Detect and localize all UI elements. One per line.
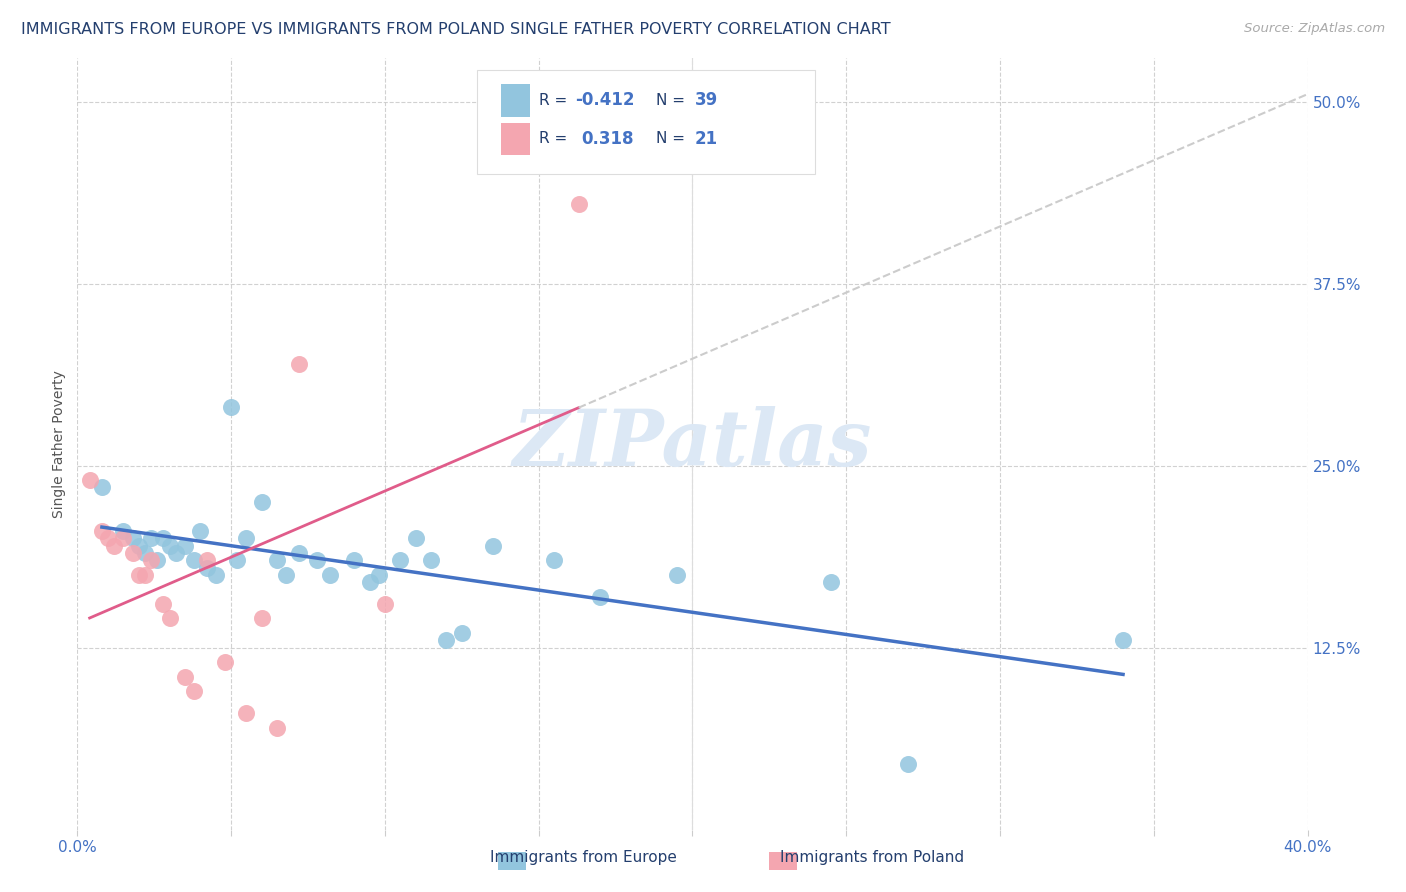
Text: 0.318: 0.318 bbox=[582, 130, 634, 148]
Text: Source: ZipAtlas.com: Source: ZipAtlas.com bbox=[1244, 22, 1385, 36]
Point bbox=[146, 553, 169, 567]
Point bbox=[195, 560, 218, 574]
Point bbox=[152, 597, 174, 611]
Text: ZIPatlas: ZIPatlas bbox=[513, 406, 872, 482]
Point bbox=[174, 539, 197, 553]
Point bbox=[481, 539, 503, 553]
Point bbox=[543, 553, 565, 567]
Point bbox=[450, 626, 472, 640]
Point bbox=[266, 553, 288, 567]
Point bbox=[589, 590, 612, 604]
Text: Immigrants from Europe: Immigrants from Europe bbox=[491, 850, 676, 865]
Point bbox=[159, 611, 181, 625]
Text: -0.412: -0.412 bbox=[575, 91, 636, 110]
Point bbox=[359, 575, 381, 590]
Y-axis label: Single Father Poverty: Single Father Poverty bbox=[52, 370, 66, 517]
Point bbox=[214, 655, 236, 669]
Point bbox=[367, 567, 389, 582]
Point bbox=[1112, 633, 1135, 648]
Point bbox=[436, 633, 458, 648]
Point bbox=[666, 567, 689, 582]
Point bbox=[318, 567, 340, 582]
Text: R =: R = bbox=[538, 131, 576, 146]
Point bbox=[235, 532, 257, 546]
Point bbox=[159, 539, 181, 553]
Point bbox=[266, 721, 288, 735]
Point bbox=[288, 357, 311, 371]
Point bbox=[226, 553, 249, 567]
Point bbox=[250, 495, 273, 509]
Point bbox=[188, 524, 212, 538]
Point bbox=[90, 524, 114, 538]
Text: 39: 39 bbox=[695, 91, 718, 110]
Point bbox=[128, 539, 150, 553]
Point bbox=[343, 553, 366, 567]
Point bbox=[141, 553, 163, 567]
Point bbox=[276, 567, 298, 582]
Point bbox=[152, 532, 174, 546]
Point bbox=[97, 532, 120, 546]
Text: Immigrants from Poland: Immigrants from Poland bbox=[780, 850, 963, 865]
Point bbox=[183, 684, 205, 698]
Point bbox=[128, 567, 150, 582]
Point bbox=[235, 706, 257, 720]
Text: 21: 21 bbox=[695, 130, 718, 148]
Point bbox=[112, 524, 135, 538]
Point bbox=[307, 553, 329, 567]
Point bbox=[103, 539, 125, 553]
Point bbox=[195, 553, 218, 567]
Point bbox=[405, 532, 427, 546]
Point bbox=[90, 480, 114, 494]
Point bbox=[174, 670, 197, 684]
Point bbox=[288, 546, 311, 560]
Text: R =: R = bbox=[538, 93, 572, 108]
Point bbox=[420, 553, 443, 567]
Text: N =: N = bbox=[655, 93, 689, 108]
Point bbox=[389, 553, 412, 567]
Point bbox=[141, 532, 163, 546]
Point bbox=[112, 532, 135, 546]
FancyBboxPatch shape bbox=[501, 84, 530, 117]
Point bbox=[250, 611, 273, 625]
Point bbox=[568, 196, 591, 211]
Point bbox=[165, 546, 187, 560]
Point bbox=[121, 546, 143, 560]
Point bbox=[183, 553, 205, 567]
Point bbox=[204, 567, 226, 582]
Text: IMMIGRANTS FROM EUROPE VS IMMIGRANTS FROM POLAND SINGLE FATHER POVERTY CORRELATI: IMMIGRANTS FROM EUROPE VS IMMIGRANTS FRO… bbox=[21, 22, 891, 37]
Point bbox=[219, 401, 242, 415]
Point bbox=[374, 597, 396, 611]
Point bbox=[79, 473, 101, 487]
Point bbox=[121, 532, 143, 546]
Text: N =: N = bbox=[655, 131, 689, 146]
Point bbox=[820, 575, 842, 590]
FancyBboxPatch shape bbox=[501, 123, 530, 155]
Point bbox=[134, 546, 156, 560]
Point bbox=[897, 757, 920, 772]
Point bbox=[134, 567, 156, 582]
FancyBboxPatch shape bbox=[477, 70, 815, 174]
